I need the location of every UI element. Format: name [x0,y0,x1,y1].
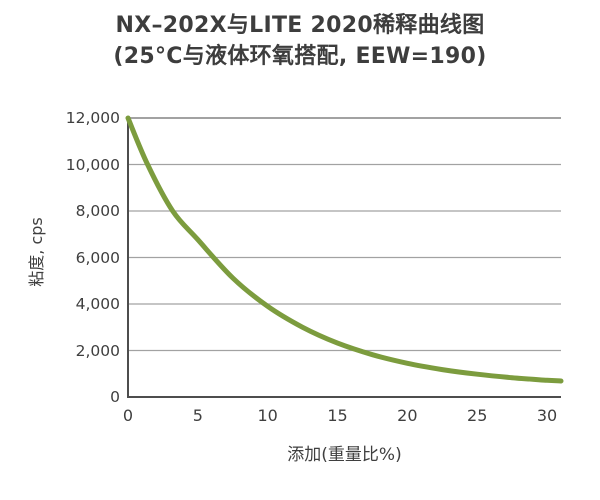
chart-title: NX–202X与LITE 2020稀释曲线图 (25°C与液体环氧搭配, EEW… [0,10,600,72]
x-tick-label: 30 [536,406,558,425]
dilution-curve [125,115,564,384]
y-tick-label: 10,000 [65,155,120,174]
x-tick-label: 5 [192,406,203,425]
chart-title-line2: (25°C与液体环氧搭配, EEW=190) [113,44,487,69]
x-tick-label: 0 [122,406,134,425]
y-tick-label: 0 [110,388,120,406]
x-tick-label: 15 [327,406,348,425]
y-tick-label: 2,000 [75,341,120,360]
y-tick-label: 6,000 [75,248,120,267]
y-tick-label: 8,000 [75,202,120,220]
y-axis-title: 粘度, cps [27,217,46,287]
x-tick-label: 25 [467,406,488,425]
chart-title-line1: NX–202X与LITE 2020稀释曲线图 [115,13,485,38]
x-axis-title: 添加(重量比%) [287,445,402,465]
x-tick-label: 10 [257,406,278,425]
y-tick-label: 4,000 [75,295,120,313]
x-tick-label: 20 [397,406,418,425]
y-tick-label: 12,000 [65,109,120,127]
